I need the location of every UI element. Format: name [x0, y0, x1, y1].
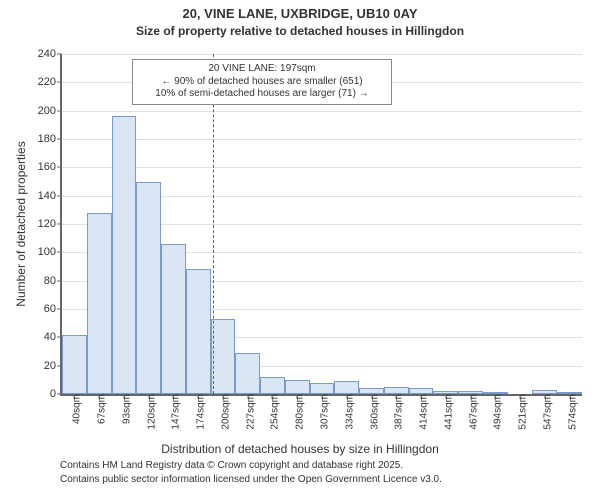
- xtick-label: 574sqm: [561, 394, 578, 430]
- plot-area: 02040608010012014016018020022024040sqm67…: [60, 54, 582, 396]
- ytick-label: 180: [38, 133, 62, 145]
- xtick-label: 467sqm: [462, 394, 479, 430]
- xtick-label: 93sqm: [115, 394, 132, 424]
- xtick-label: 67sqm: [91, 394, 108, 424]
- annotation-box: 20 VINE LANE: 197sqm ← 90% of detached h…: [132, 59, 392, 105]
- x-axis-title: Distribution of detached houses by size …: [0, 442, 600, 456]
- histogram-bar: [112, 116, 137, 394]
- xtick-label: 280sqm: [289, 394, 306, 430]
- chart-subtitle: Size of property relative to detached ho…: [0, 24, 600, 38]
- gridline: [62, 139, 582, 140]
- chart-container: 20, VINE LANE, UXBRIDGE, UB10 0AY Size o…: [0, 0, 600, 500]
- annotation-line-2: ← 90% of detached houses are smaller (65…: [139, 76, 385, 89]
- annotation-line-1: 20 VINE LANE: 197sqm: [139, 63, 385, 76]
- histogram-bar: [136, 182, 161, 395]
- ytick-label: 240: [38, 48, 62, 60]
- ytick-label: 220: [38, 76, 62, 88]
- ytick-label: 0: [50, 388, 62, 400]
- xtick-label: 227sqm: [239, 394, 256, 430]
- footer-line-1: Contains HM Land Registry data © Crown c…: [60, 460, 403, 471]
- xtick-label: 334sqm: [338, 394, 355, 430]
- gridline: [62, 54, 582, 55]
- histogram-bar: [285, 380, 310, 394]
- footer-line-2: Contains public sector information licen…: [60, 474, 442, 485]
- xtick-label: 360sqm: [363, 394, 380, 430]
- xtick-label: 414sqm: [413, 394, 430, 430]
- ytick-label: 200: [38, 105, 62, 117]
- xtick-label: 547sqm: [536, 394, 553, 430]
- y-axis-title: Number of detached properties: [14, 141, 28, 306]
- histogram-bar: [384, 387, 409, 394]
- histogram-bar: [235, 353, 260, 394]
- histogram-bar: [87, 213, 112, 394]
- xtick-label: 147sqm: [165, 394, 182, 430]
- xtick-label: 40sqm: [66, 394, 83, 424]
- xtick-label: 120sqm: [140, 394, 157, 430]
- ytick-label: 100: [38, 246, 62, 258]
- ytick-label: 140: [38, 190, 62, 202]
- xtick-label: 254sqm: [264, 394, 281, 430]
- xtick-label: 174sqm: [190, 394, 207, 430]
- ytick-label: 40: [44, 331, 62, 343]
- ytick-label: 160: [38, 161, 62, 173]
- chart-title: 20, VINE LANE, UXBRIDGE, UB10 0AY: [0, 6, 600, 21]
- gridline: [62, 167, 582, 168]
- xtick-label: 200sqm: [214, 394, 231, 430]
- ytick-label: 120: [38, 218, 62, 230]
- histogram-bar: [186, 269, 211, 394]
- gridline: [62, 111, 582, 112]
- ytick-label: 20: [44, 360, 62, 372]
- histogram-bar: [161, 244, 186, 394]
- ytick-label: 80: [44, 275, 62, 287]
- annotation-line-3: 10% of semi-detached houses are larger (…: [139, 88, 385, 101]
- marker-line: [213, 54, 214, 394]
- ytick-label: 60: [44, 303, 62, 315]
- xtick-label: 441sqm: [437, 394, 454, 430]
- xtick-label: 494sqm: [487, 394, 504, 430]
- histogram-bar: [211, 319, 236, 394]
- histogram-bar: [260, 377, 285, 394]
- histogram-bar: [310, 383, 335, 394]
- histogram-bar: [62, 335, 87, 395]
- histogram-bar: [334, 381, 359, 394]
- xtick-label: 307sqm: [314, 394, 331, 430]
- xtick-label: 387sqm: [388, 394, 405, 430]
- xtick-label: 521sqm: [512, 394, 529, 430]
